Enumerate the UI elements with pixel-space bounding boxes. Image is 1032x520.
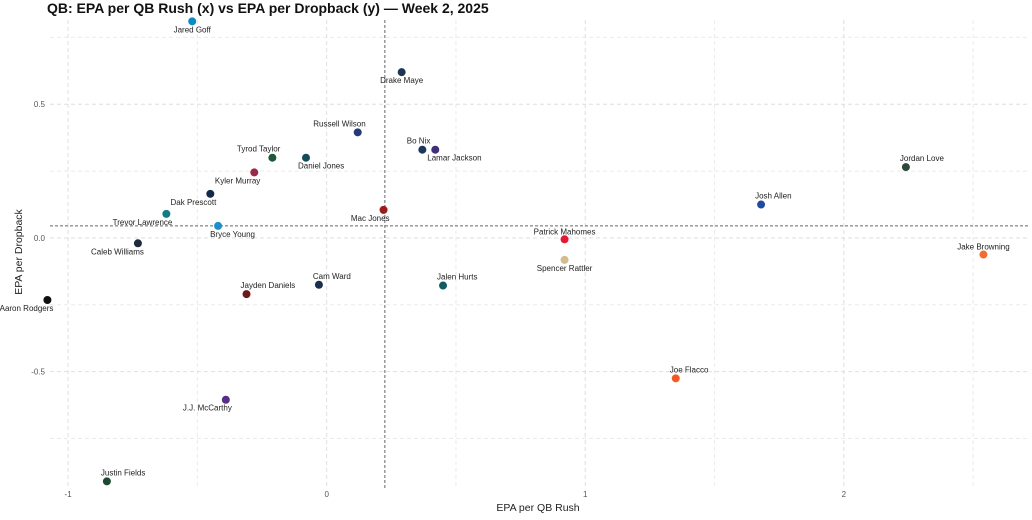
reference-lines	[50, 20, 1030, 488]
point-aaron-rodgers	[43, 295, 52, 304]
label-mac-jones: Mac Jones	[351, 214, 390, 223]
label-josh-allen: Josh Allen	[755, 192, 791, 201]
point-lamar-jackson	[431, 145, 440, 154]
label-russell-wilson: Russell Wilson	[313, 119, 365, 128]
label-jake-browning: Jake Browning	[957, 243, 1009, 252]
label-tyrod-taylor: Tyrod Taylor	[237, 145, 281, 154]
x-tick-label: -1	[65, 490, 73, 499]
y-tick-label: -0.5	[31, 368, 45, 377]
y-axis-label: EPA per Dropback	[13, 208, 25, 294]
point-patrick-mahomes	[560, 235, 569, 244]
chart-title: QB: EPA per QB Rush (x) vs EPA per Dropb…	[47, 0, 489, 16]
point-jalen-hurts	[439, 281, 448, 290]
label-bo-nix: Bo Nix	[407, 137, 431, 146]
label-jayden-daniels: Jayden Daniels	[241, 281, 296, 290]
label-cam-ward: Cam Ward	[313, 272, 351, 281]
axis-ticks: -1 0 1 2 -0.5 0.0 0.5	[31, 100, 846, 499]
label-jalen-hurts: Jalen Hurts	[437, 273, 477, 282]
point-drake-maye	[397, 68, 406, 77]
data-labels: Jared Goff Drake Maye Russell Wilson Bo Nix…	[0, 25, 1010, 477]
label-drake-maye: Drake Maye	[380, 76, 424, 85]
x-tick-label: 1	[583, 490, 588, 499]
data-points	[43, 17, 988, 486]
label-trevor-lawrence: Trevor Lawrence	[113, 218, 173, 227]
label-patrick-mahomes: Patrick Mahomes	[534, 227, 596, 236]
x-tick-label: 0	[324, 490, 329, 499]
label-dak-prescott: Dak Prescott	[171, 198, 218, 207]
label-lamar-jackson: Lamar Jackson	[427, 154, 481, 163]
point-jordan-love	[901, 163, 910, 172]
point-mac-jones	[379, 205, 388, 214]
label-j-j-mccarthy: J.J. McCarthy	[183, 404, 232, 413]
x-axis-label: EPA per QB Rush	[496, 502, 579, 514]
point-bryce-young	[214, 221, 223, 230]
label-jared-goff: Jared Goff	[174, 25, 212, 34]
point-joe-flacco	[671, 374, 680, 383]
label-joe-flacco: Joe Flacco	[670, 365, 709, 374]
point-caleb-williams	[133, 239, 142, 248]
point-j-j-mccarthy	[221, 395, 230, 404]
label-justin-fields: Justin Fields	[101, 468, 145, 477]
point-justin-fields	[102, 477, 111, 486]
point-daniel-jones	[301, 153, 310, 162]
point-bo-nix	[418, 145, 427, 154]
label-aaron-rodgers: Aaron Rodgers	[0, 304, 53, 313]
point-kyler-murray	[250, 168, 259, 177]
point-dak-prescott	[206, 189, 215, 198]
point-tyrod-taylor	[268, 153, 277, 162]
point-spencer-rattler	[560, 255, 569, 264]
y-tick-label: 0.5	[34, 100, 46, 109]
point-jayden-daniels	[242, 290, 251, 299]
point-russell-wilson	[353, 128, 362, 137]
label-spencer-rattler: Spencer Rattler	[537, 264, 593, 273]
point-josh-allen	[757, 200, 766, 209]
point-cam-ward	[314, 280, 323, 289]
label-kyler-murray: Kyler Murray	[215, 176, 260, 185]
y-tick-label: 0.0	[34, 234, 46, 243]
point-trevor-lawrence	[162, 209, 171, 218]
label-bryce-young: Bryce Young	[210, 230, 255, 239]
label-jordan-love: Jordan Love	[900, 154, 945, 163]
label-daniel-jones: Daniel Jones	[298, 162, 344, 171]
grid-lines	[50, 20, 1030, 488]
x-tick-label: 2	[842, 490, 847, 499]
label-caleb-williams: Caleb Williams	[91, 247, 144, 256]
point-jared-goff	[188, 17, 197, 26]
point-jake-browning	[979, 250, 988, 259]
